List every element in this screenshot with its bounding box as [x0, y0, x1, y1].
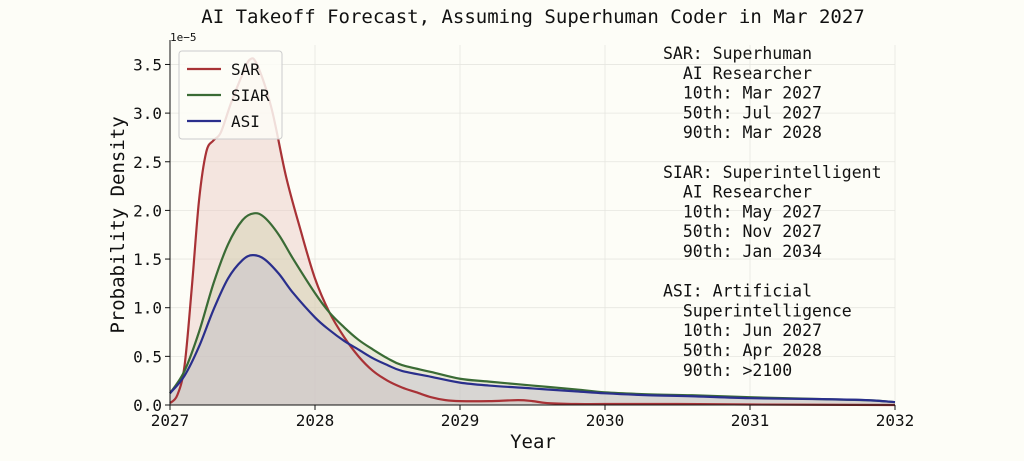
area-siar — [170, 213, 895, 405]
y-tick-label: 0.0 — [133, 396, 162, 415]
y-tick-label: 0.5 — [133, 347, 162, 366]
annotation-line: 50th: Jul 2027 — [663, 103, 822, 122]
chart-title: AI Takeoff Forecast, Assuming Superhuman… — [201, 6, 864, 28]
y-tick-label: 2.0 — [133, 201, 162, 220]
x-axis-label: Year — [510, 431, 556, 453]
y-tick-label: 2.5 — [133, 153, 162, 172]
legend-box — [178, 50, 283, 140]
y-tick-label: 1.5 — [133, 250, 162, 269]
annotation-line: 50th: Nov 2027 — [663, 222, 822, 241]
x-tick-label: 2028 — [296, 411, 335, 430]
annotation-line: 90th: Mar 2028 — [663, 123, 822, 142]
annotation-line: 50th: Apr 2028 — [663, 341, 822, 360]
y-exponent-label: 1e−5 — [170, 31, 197, 44]
legend-label-siar: SIAR — [231, 86, 270, 105]
axis-layer: 2027 2028 2029 2030 2031 2032 0.0 0.5 1.0 1.5 2.0 2… — [133, 40, 914, 430]
annotation-line: ASI: Artificial — [663, 282, 812, 301]
series-line-asi — [169, 254, 896, 404]
annotation-block: SAR: Superhuman AI Researcher 10th: Mar … — [663, 44, 882, 380]
annotation-line: 90th: Jan 2034 — [663, 242, 822, 261]
annotation-line: AI Researcher — [663, 183, 812, 202]
line-layer — [169, 57, 896, 407]
annotation-line: SIAR: Superintelligent — [663, 163, 882, 182]
y-tick-label: 1.0 — [133, 299, 162, 318]
x-tick-label: 2029 — [441, 411, 480, 430]
annotation-line: 10th: Mar 2027 — [663, 84, 822, 103]
x-tick-label: 2030 — [586, 411, 625, 430]
annotation-line: 10th: May 2027 — [663, 202, 822, 221]
annotation-line: AI Researcher — [663, 64, 812, 83]
legend-label-sar: SAR — [231, 60, 260, 79]
x-tick-label: 2032 — [876, 411, 915, 430]
annotation-line: Superintelligence — [663, 301, 852, 320]
y-tick-label: 3.5 — [133, 55, 162, 74]
y-tick-label: 3.0 — [133, 104, 162, 123]
area-asi — [170, 255, 895, 405]
annotation-line: SAR: Superhuman — [663, 44, 812, 63]
annotation-line: 90th: >2100 — [663, 361, 792, 380]
grid-layer — [169, 45, 896, 406]
annotation-line: 10th: Jun 2027 — [663, 321, 822, 340]
legend-label-asi: ASI — [231, 112, 260, 131]
series-line-sar — [169, 57, 896, 407]
legend: SAR SIAR ASI — [178, 50, 283, 140]
x-tick-label: 2031 — [731, 411, 770, 430]
x-tick-label: 2027 — [151, 411, 190, 430]
y-axis-label: Probability Density — [107, 116, 129, 333]
